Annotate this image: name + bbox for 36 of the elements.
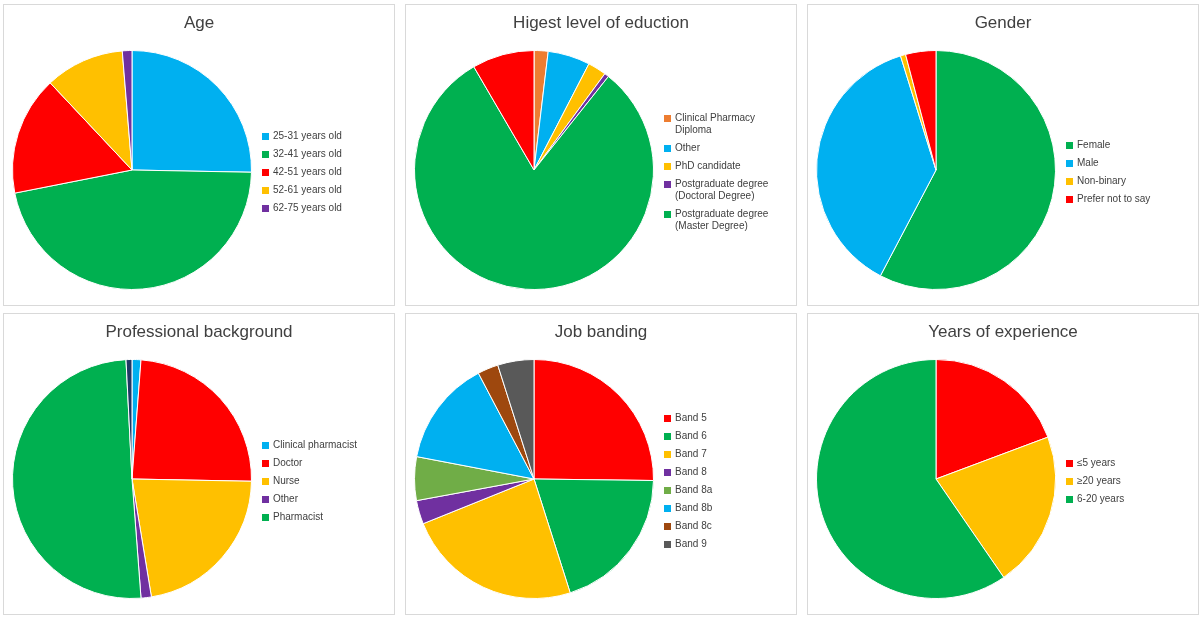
legend-label: Pharmacist bbox=[273, 511, 324, 522]
legend-label: 6-20 years bbox=[1077, 493, 1125, 504]
legend-label: PhD candidate bbox=[675, 160, 741, 171]
legend-label: Band 6 bbox=[675, 430, 707, 441]
legend-label: Band 8c bbox=[675, 520, 712, 531]
legend-label: Male bbox=[1077, 157, 1099, 168]
chart-title: Job banding bbox=[553, 322, 649, 342]
legend-label: Band 8a bbox=[675, 484, 713, 495]
legend-label: 32-41 years old bbox=[273, 148, 342, 159]
legend-label: Band 8b bbox=[675, 502, 713, 513]
legend-label: Other bbox=[675, 142, 701, 153]
legend-label: Prefer not to say bbox=[1077, 193, 1151, 204]
chart-title: Years of experience bbox=[927, 322, 1079, 342]
legend-label: 52-61 years old bbox=[273, 184, 342, 195]
legend-label: Doctor bbox=[273, 457, 303, 468]
legend-label: Female bbox=[1077, 139, 1111, 150]
legend-label: Band 7 bbox=[675, 448, 707, 459]
chart-title: Age bbox=[182, 13, 216, 33]
legend-label: Non-binary bbox=[1077, 175, 1126, 186]
legend-label: Other bbox=[273, 493, 299, 504]
legend-label: ≤5 years bbox=[1077, 457, 1116, 468]
legend-label: Clinical Pharmacy Diploma bbox=[675, 112, 756, 135]
legend-label: Postgraduate degree (Doctoral Degree) bbox=[675, 178, 769, 201]
legend-label: 25-31 years old bbox=[273, 130, 342, 141]
legend-label: ≥20 years bbox=[1077, 475, 1121, 486]
chart-title: Higest level of eduction bbox=[512, 13, 690, 33]
legend-label: Nurse bbox=[273, 475, 300, 486]
legend-label: Band 5 bbox=[675, 412, 707, 423]
legend-label: 62-75 years old bbox=[273, 202, 342, 213]
chart-title: Gender bbox=[973, 13, 1033, 33]
legend-label: Postgraduate degree (Master Degree) bbox=[675, 208, 769, 231]
legend-label: 42-51 years old bbox=[273, 166, 342, 177]
legend-label: Band 8 bbox=[675, 466, 707, 477]
legend-label: Band 9 bbox=[675, 538, 707, 549]
chart-title: Professional background bbox=[104, 322, 294, 342]
legend-label: Clinical pharmacist bbox=[273, 439, 357, 450]
